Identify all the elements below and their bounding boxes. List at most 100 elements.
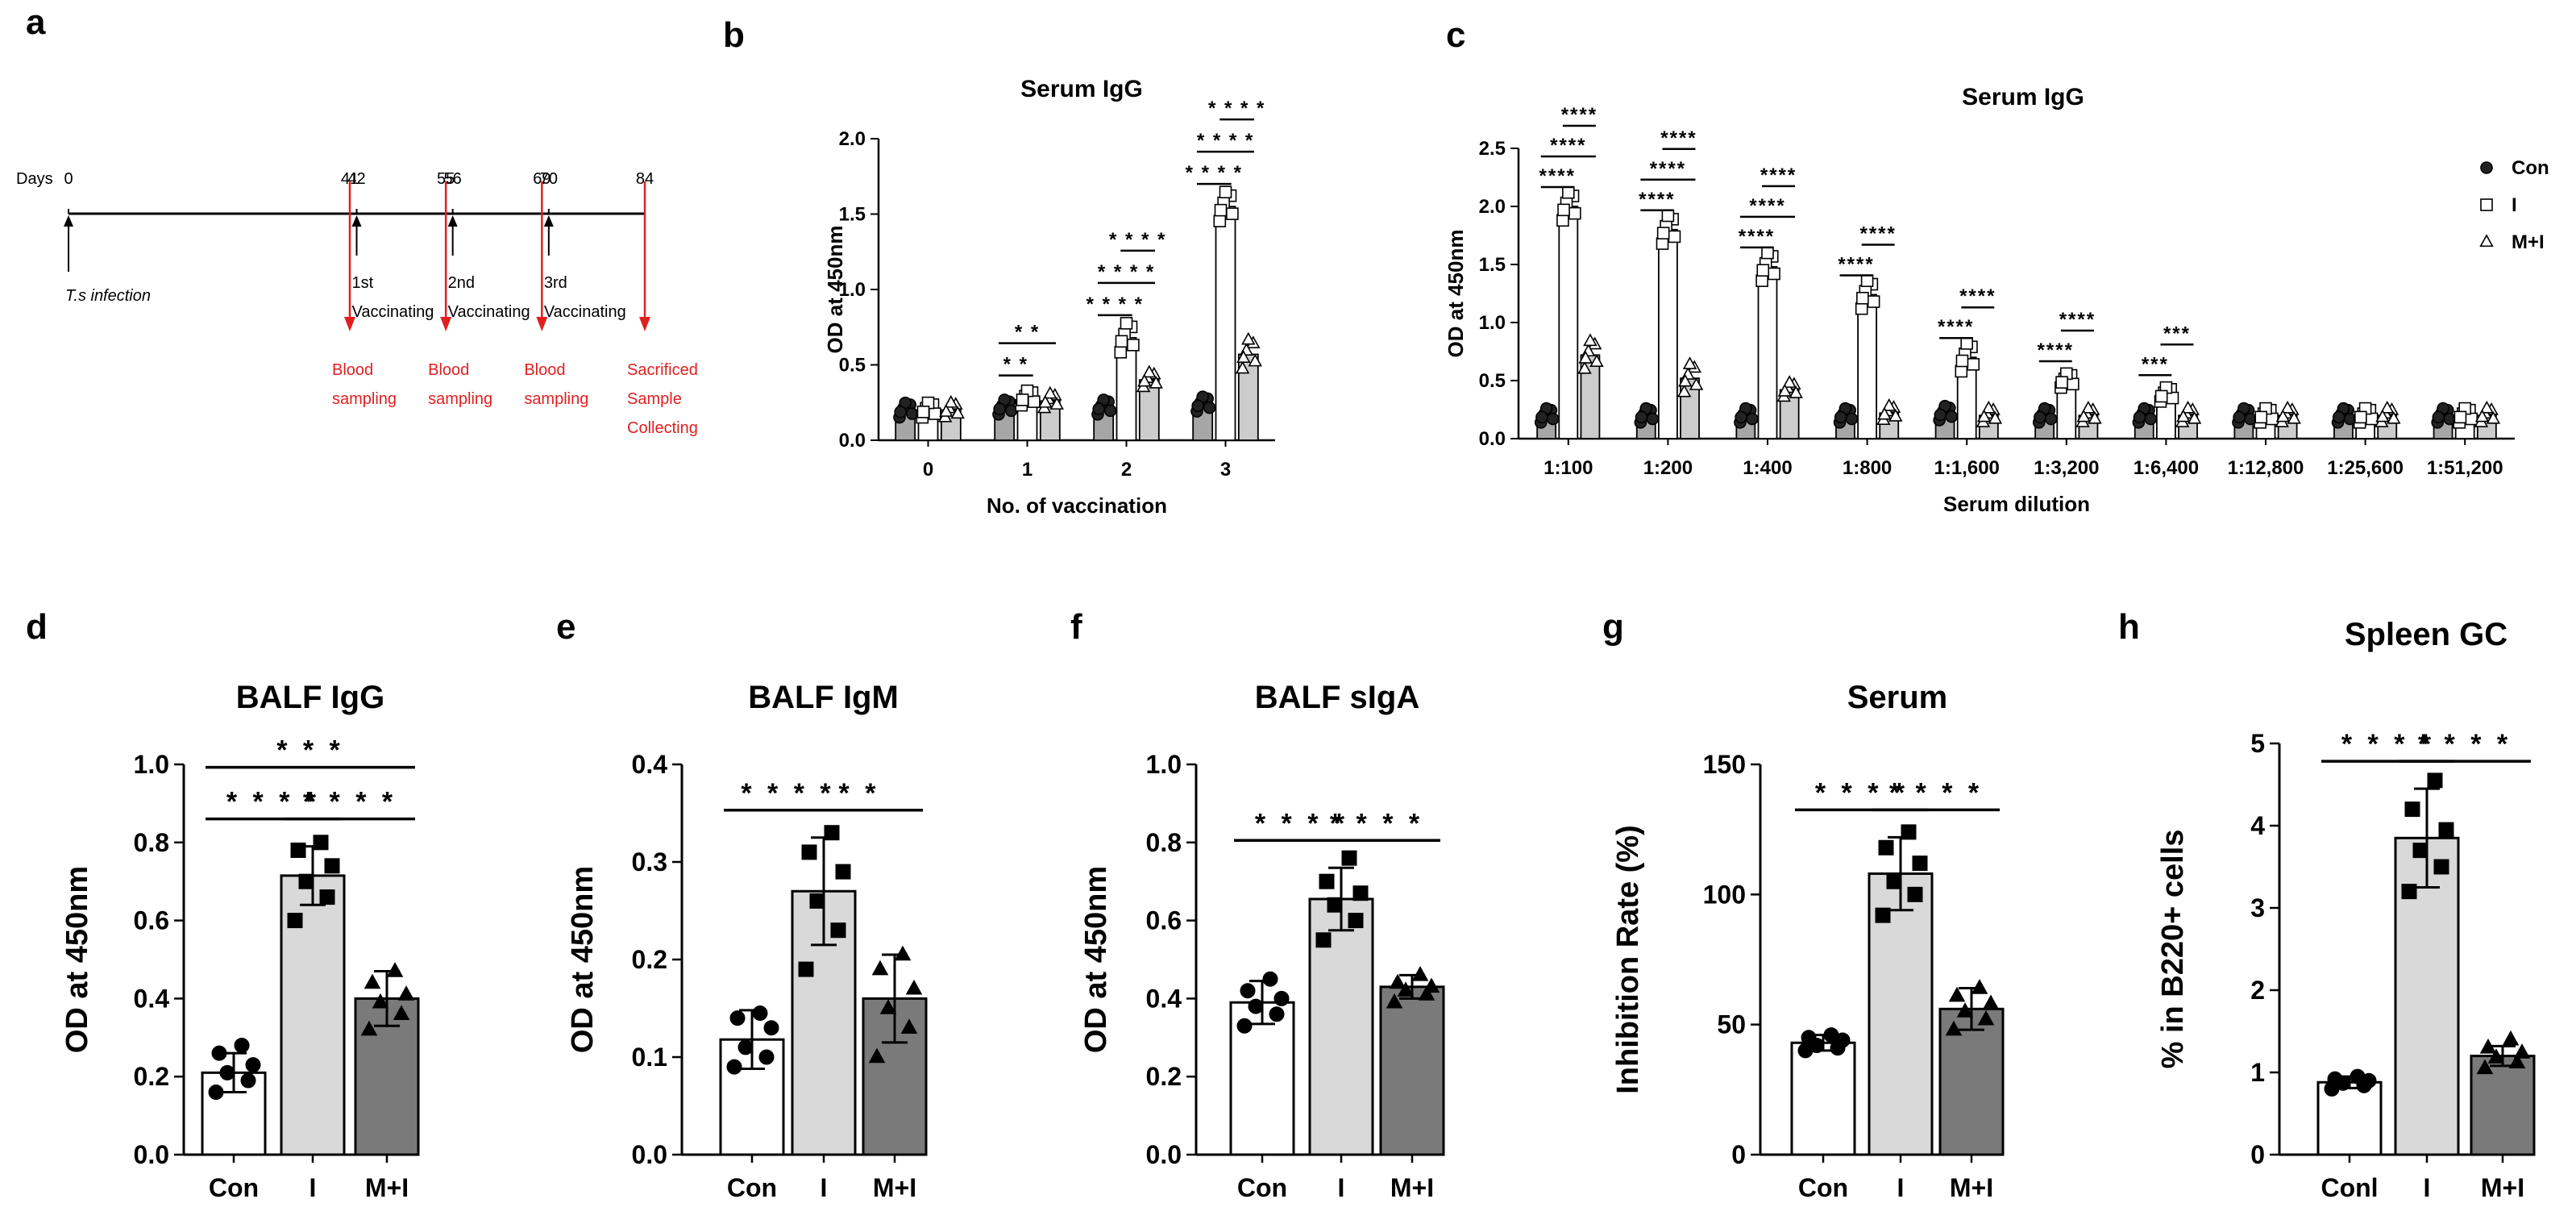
data-point xyxy=(763,1020,779,1036)
timeline-day-label: 55 xyxy=(437,170,455,188)
data-point xyxy=(1142,364,1157,378)
data-point xyxy=(1888,408,1903,422)
legend-circle-icon xyxy=(2480,161,2493,174)
data-point xyxy=(2332,410,2345,424)
x-tick-label: M+I xyxy=(1390,1173,1434,1202)
y-tick-label: 0.0 xyxy=(839,430,866,452)
data-point xyxy=(2144,412,2158,426)
data-point xyxy=(1956,1002,1974,1018)
significance-label: * * * * xyxy=(1109,229,1166,251)
data-point xyxy=(1219,185,1232,198)
data-point xyxy=(1241,331,1256,345)
panel-label-a: a xyxy=(26,2,46,42)
data-point xyxy=(397,985,415,1001)
panel-h-chart: Spleen GC 0 1 2 3 4 5 % in B220+ cells Conl I M+I *… xyxy=(2156,617,2536,1202)
x-tick-label: 1:3,200 xyxy=(2034,457,2099,479)
y-axis-label: OD at 450nm xyxy=(1079,866,1113,1053)
significance-label: * * * * xyxy=(1255,808,1348,839)
y-axis-label: % in B220+ cells xyxy=(2156,830,2190,1069)
data-point xyxy=(1735,410,1747,424)
data-point xyxy=(944,394,958,408)
significance-label: *** xyxy=(2163,323,2191,344)
data-point xyxy=(1348,913,1364,929)
data-point xyxy=(1855,302,1868,315)
x-tick-label: I xyxy=(310,1173,317,1202)
panel-e-chart: BALF IgM 0.0 0.1 0.2 0.3 0.4 OD at 450nm Con I M+… xyxy=(566,680,928,1202)
data-point xyxy=(319,889,335,906)
sampling-arrow-head xyxy=(536,317,548,331)
significance-label: * * * * xyxy=(2418,729,2512,760)
data-point xyxy=(1875,907,1891,923)
significance-label: * * xyxy=(1015,322,1040,343)
data-point xyxy=(1203,401,1216,414)
data-point xyxy=(2476,1059,2494,1075)
bar-con xyxy=(1229,1001,1295,1156)
data-point xyxy=(1988,410,2003,424)
data-point xyxy=(1004,404,1018,418)
data-point xyxy=(1967,358,1980,371)
data-point xyxy=(1960,337,1973,350)
data-point xyxy=(1934,408,1947,422)
data-point xyxy=(1886,873,1902,889)
data-point xyxy=(1226,207,1239,220)
data-point xyxy=(1327,897,1343,913)
y-tick-label: 1.0 xyxy=(839,279,866,301)
data-point xyxy=(798,961,814,977)
chart-title: BALF IgG xyxy=(236,680,384,715)
panel-f-chart: BALF sIgA 0.0 0.2 0.4 0.6 0.8 1.0 OD at 450nm Co… xyxy=(1079,680,1445,1202)
significance-label: **** xyxy=(1749,195,1785,217)
data-point xyxy=(2479,400,2495,414)
significance-label: * * * * xyxy=(1098,261,1155,283)
data-point xyxy=(1678,373,1693,387)
sampling-label: Blood xyxy=(524,361,565,379)
data-point xyxy=(1546,412,1560,426)
data-point xyxy=(360,1020,378,1036)
x-tick-label: Con xyxy=(1237,1173,1287,1202)
significance-label: **** xyxy=(1650,158,1686,180)
timeline-day-label: 42 xyxy=(347,170,365,188)
data-point xyxy=(1646,412,1660,426)
sampling-label: Collecting xyxy=(627,419,698,437)
panel-d-chart: BALF IgG 0.0 0.2 0.4 0.6 0.8 1.0 OD at 450nm Con… xyxy=(60,680,420,1202)
sampling-arrow-head xyxy=(440,317,452,331)
significance-label: *** xyxy=(2142,353,2169,375)
legend-label: Con xyxy=(2512,157,2549,179)
data-point xyxy=(287,913,303,929)
data-point xyxy=(905,407,919,420)
sampling-label: sampling xyxy=(524,390,588,408)
y-tick-label: 0.4 xyxy=(1146,984,1182,1013)
data-point xyxy=(1214,203,1228,217)
data-point xyxy=(2081,400,2096,414)
significance-label: **** xyxy=(1859,223,1896,244)
sampling-label: Blood xyxy=(332,361,373,379)
x-tick-label: I xyxy=(1338,1173,1345,1202)
data-point xyxy=(929,407,941,420)
data-point xyxy=(737,1039,754,1055)
data-point xyxy=(1955,364,1968,378)
data-point xyxy=(2254,410,2268,424)
data-point xyxy=(1901,824,1917,840)
data-point xyxy=(824,825,840,841)
significance-label: * * * * xyxy=(1330,808,1423,839)
data-point xyxy=(1907,886,1923,902)
data-point xyxy=(1236,350,1251,363)
data-point xyxy=(1945,410,1958,423)
data-point xyxy=(1878,839,1894,856)
data-point xyxy=(1756,264,1770,277)
data-point xyxy=(1689,377,1704,390)
significance-label: **** xyxy=(1539,165,1576,187)
data-point xyxy=(2180,400,2196,414)
significance-label: * * * * xyxy=(741,778,834,809)
y-axis-label: Inhibition Rate (%) xyxy=(1611,825,1645,1094)
data-point xyxy=(1114,345,1128,359)
data-point xyxy=(2401,884,2417,900)
y-axis-label: OD at 450nm xyxy=(566,866,600,1053)
chart-title: BALF IgM xyxy=(748,680,899,715)
data-point xyxy=(208,1085,224,1101)
data-point xyxy=(1971,979,1988,994)
data-point xyxy=(758,1049,775,1065)
y-tick-label: 0.0 xyxy=(632,1140,667,1169)
bar-i xyxy=(1857,294,1878,439)
data-point xyxy=(2412,843,2429,859)
data-point xyxy=(2187,410,2202,424)
